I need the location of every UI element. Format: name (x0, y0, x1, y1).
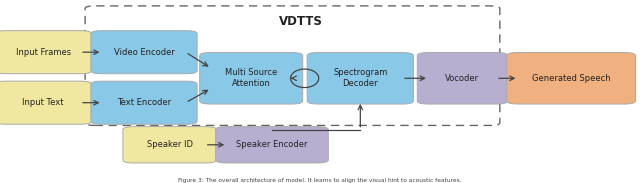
Text: Input Frames: Input Frames (15, 48, 71, 57)
FancyBboxPatch shape (0, 81, 92, 124)
FancyBboxPatch shape (91, 81, 197, 124)
Text: Vocoder: Vocoder (445, 74, 479, 83)
Text: Input Text: Input Text (22, 98, 64, 107)
Text: VDTTS: VDTTS (278, 15, 323, 28)
FancyBboxPatch shape (216, 127, 328, 163)
Text: Speaker Encoder: Speaker Encoder (236, 140, 308, 149)
Text: Multi Source
Attention: Multi Source Attention (225, 68, 277, 88)
FancyBboxPatch shape (91, 31, 197, 74)
FancyBboxPatch shape (307, 53, 413, 104)
FancyBboxPatch shape (200, 53, 303, 104)
FancyBboxPatch shape (0, 31, 92, 74)
Text: Spectrogram
Decoder: Spectrogram Decoder (333, 68, 387, 88)
FancyBboxPatch shape (123, 127, 216, 163)
Text: Text Encoder: Text Encoder (117, 98, 171, 107)
FancyBboxPatch shape (417, 53, 508, 104)
Text: Video Encoder: Video Encoder (113, 48, 175, 57)
Text: Speaker ID: Speaker ID (147, 140, 193, 149)
Text: Figure 3: The overall architecture of model. It learns to align the visual hint : Figure 3: The overall architecture of mo… (178, 178, 462, 183)
FancyBboxPatch shape (507, 53, 636, 104)
Text: Generated Speech: Generated Speech (532, 74, 611, 83)
